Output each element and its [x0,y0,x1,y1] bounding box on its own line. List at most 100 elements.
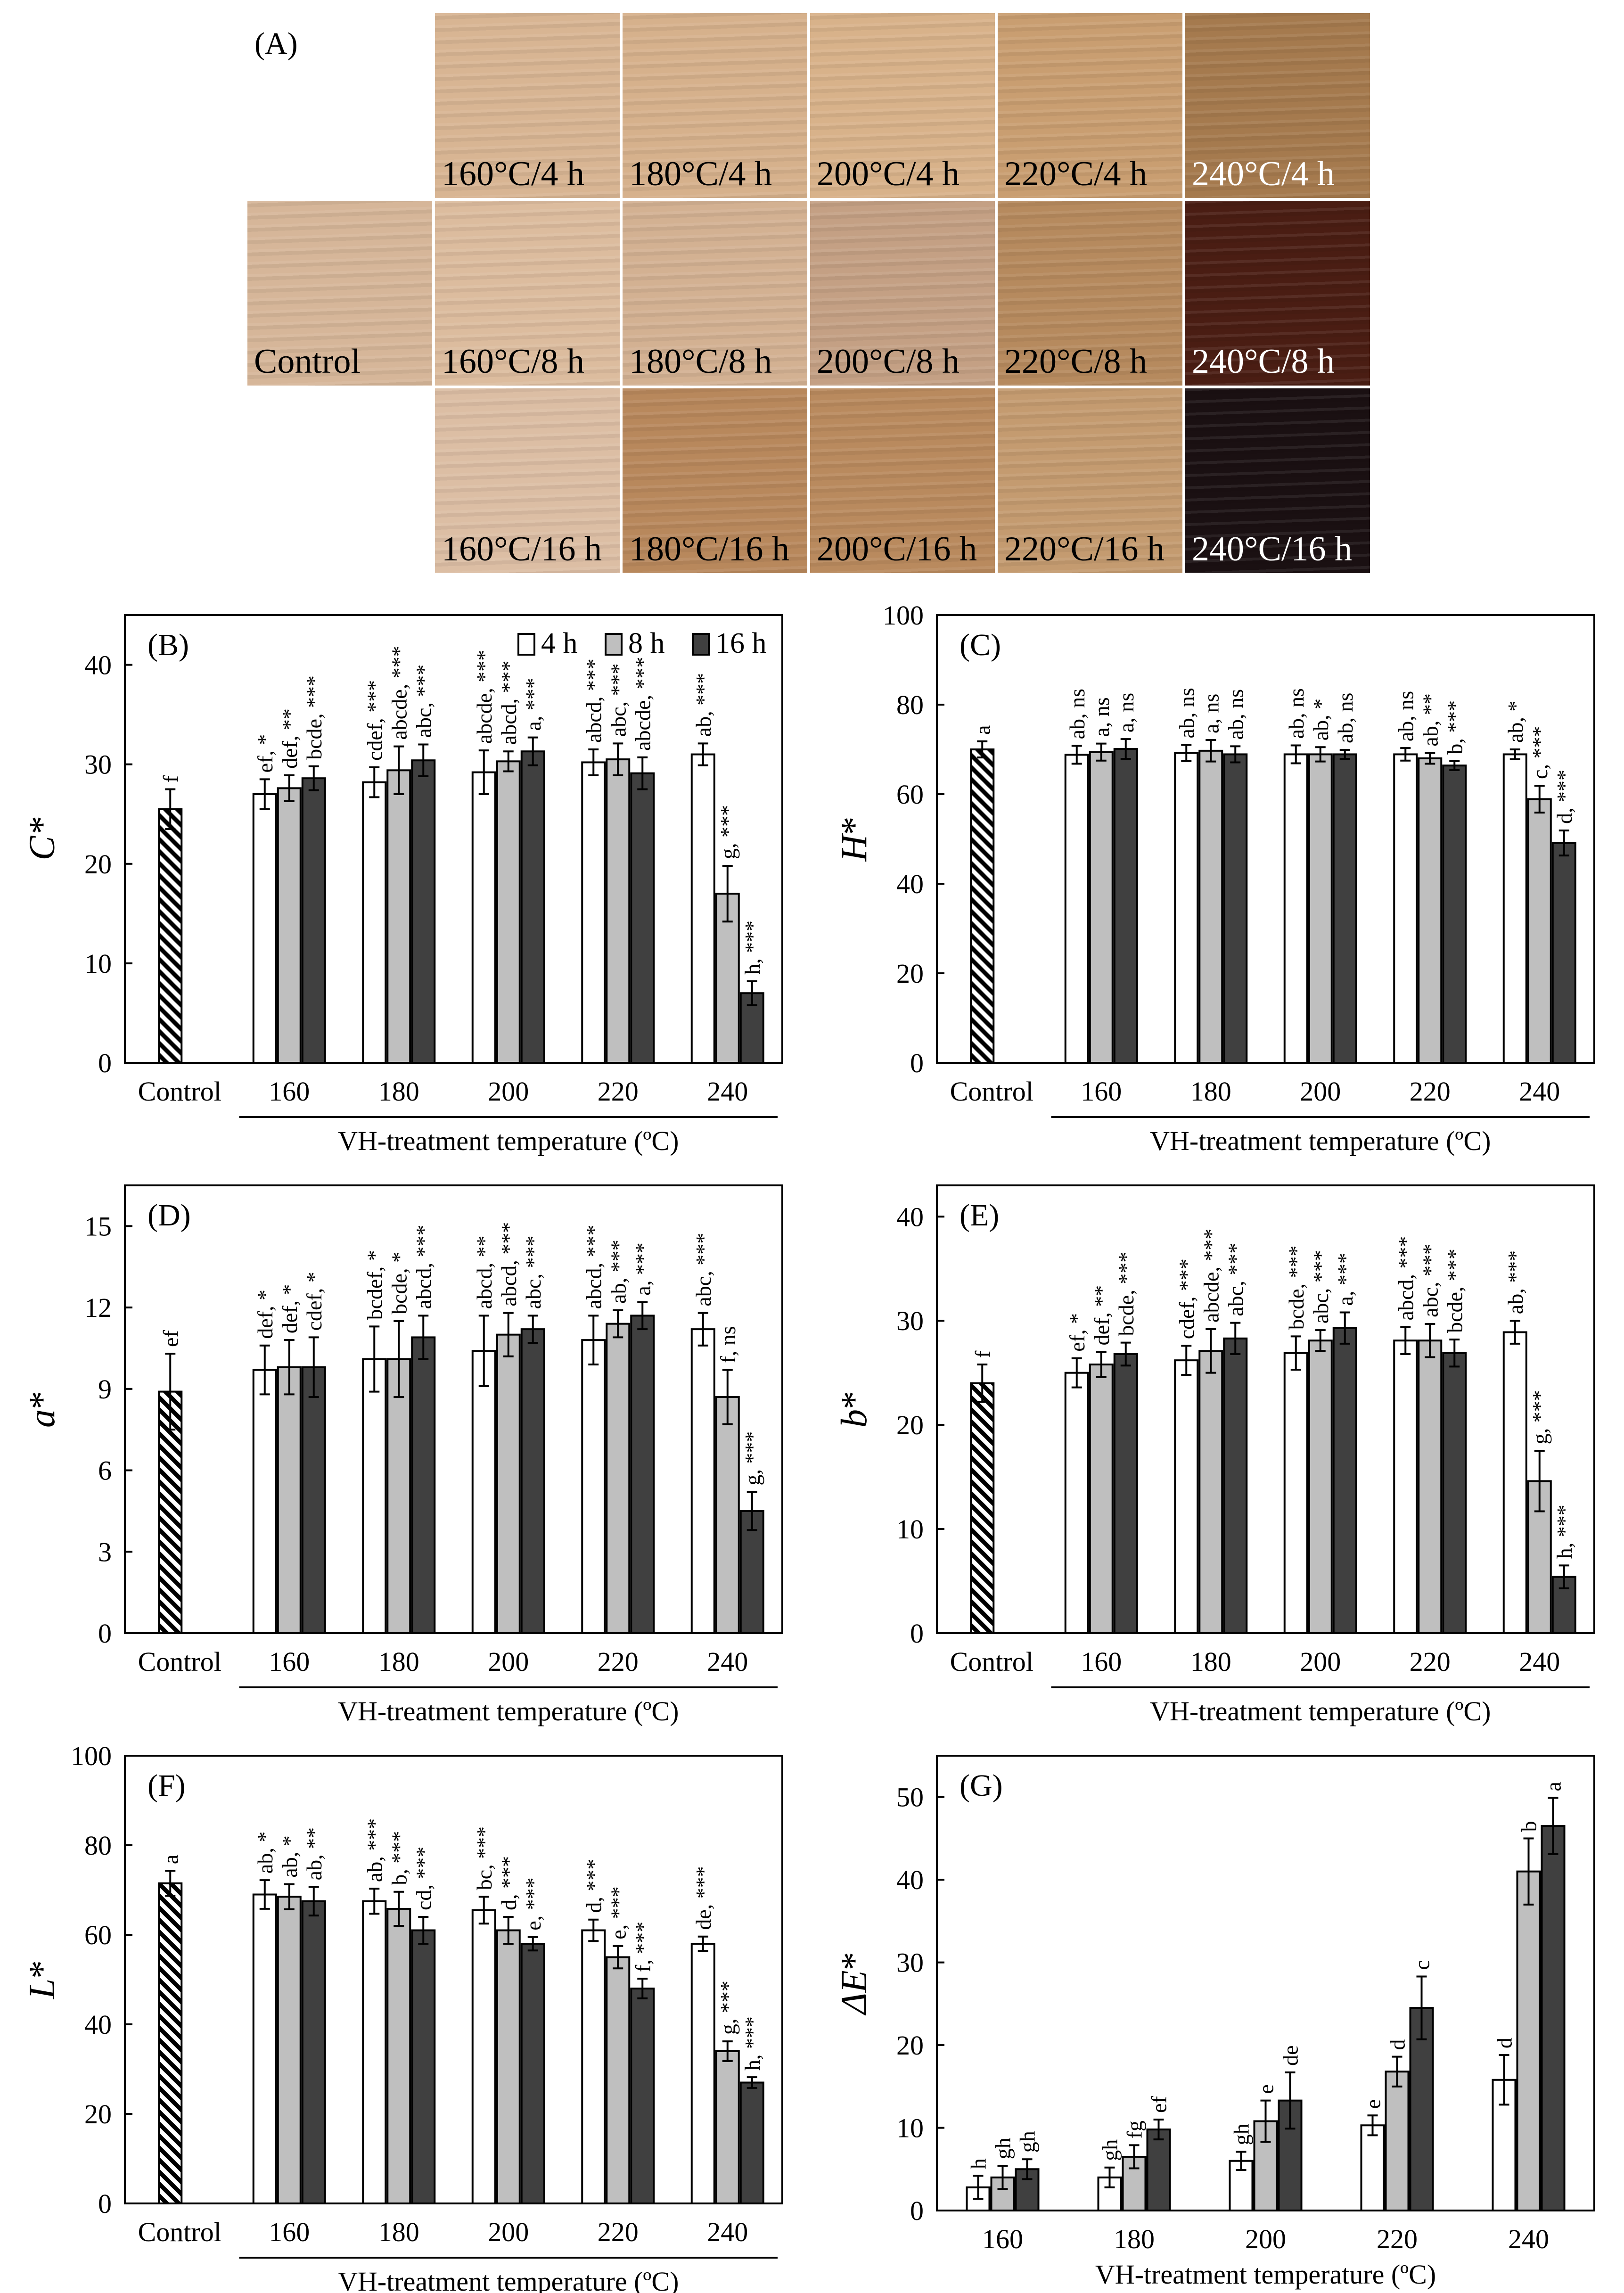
bar [277,1896,302,2204]
significance-label: ef, * [1065,1313,1089,1352]
significance-label: abcd, ** [472,1236,496,1309]
significance-label: h, *** [1552,1504,1576,1559]
y-axis-label: a* [21,1391,62,1428]
swatch-label: 220°C/16 h [1004,530,1165,568]
legend-label: 8 h [628,627,665,659]
y-tick-label: 0 [910,1048,924,1078]
y-tick-label: 12 [84,1292,112,1323]
y-tick-label: 10 [84,948,112,979]
bar [252,793,277,1064]
bar [520,1943,545,2204]
x-tick-label: 180 [1114,2224,1155,2254]
significance-label: h, *** [740,2016,764,2071]
bar [1442,1352,1467,1634]
x-tick-label: Control [950,1646,1033,1677]
bar [301,1366,326,1634]
control-bar [158,1390,183,1634]
y-tick-label: 20 [84,2099,112,2129]
bar [606,1323,631,1634]
bar [520,1328,545,1635]
significance-label: b [1517,1821,1541,1832]
y-tick-label: 10 [896,2113,924,2144]
y-axis-label: C* [21,817,62,860]
significance-label: abcd, *** [497,1222,521,1307]
bar [1308,753,1333,1064]
significance-label: abcd, *** [1394,1236,1418,1321]
significance-label: ab, ns [1174,688,1198,738]
bar [1551,1576,1576,1635]
bar [581,1929,606,2204]
significance-label: def, * [278,1284,302,1333]
swatch-label: 160°C/4 h [442,155,585,193]
panel-a-label: (A) [254,26,298,61]
bar [1198,749,1223,1064]
y-tick-label: 10 [896,1514,924,1545]
control-bar [970,1382,995,1634]
plot-frame [124,1755,783,2204]
swatch-label: 160°C/16 h [442,530,602,568]
y-tick-label: 20 [896,2030,924,2061]
bar [690,1328,715,1635]
significance-label: bcde, *** [1443,1249,1467,1333]
bar [386,769,411,1064]
significance-label: d [1386,2039,1410,2050]
swatch-label: 240°C/4 h [1192,155,1335,193]
x-tick-label: Control [138,1076,221,1107]
x-tick-label: 160 [269,2217,310,2247]
swatch-label: 240°C/8 h [1192,342,1335,381]
x-tick-label: 240 [707,1076,748,1107]
panel-label: (E) [960,1198,999,1233]
plot-frame [936,614,1595,1064]
control-bar [158,808,183,1064]
significance-label: abc, *** [521,1236,545,1309]
bar [277,1366,302,1634]
control-bar [158,1882,183,2204]
legend-label: 16 h [715,627,767,659]
bar [606,1956,631,2204]
significance-label: abcd, *** [497,660,521,745]
bar [1516,1870,1541,2211]
significance-label: d, *** [497,1856,521,1910]
swatch-label: 200°C/4 h [817,155,960,193]
x-tick-label: 160 [982,2224,1023,2254]
x-axis-label: VH-treatment temperature (ºC) [338,1126,679,1156]
significance-label: bcdef, * [362,1250,386,1320]
wood-grain-texture [1185,201,1370,386]
significance-label: abcd, *** [411,1225,435,1309]
bar [1064,754,1089,1064]
y-axis-label-star: * [21,1391,62,1409]
significance-label: a [1542,1782,1566,1791]
y-tick-label: 3 [98,1537,112,1567]
significance-label: def, ** [1090,1285,1114,1346]
bar [739,1510,764,1635]
x-tick-label: 220 [598,1646,639,1677]
wood-swatch: 220°C/8 h [996,199,1184,387]
significance-label: f [158,775,182,782]
x-tick-label: 180 [378,1076,419,1107]
significance-label: c, *** [1528,726,1552,779]
bar [411,1336,436,1634]
significance-label: abc, *** [691,1233,715,1307]
y-tick-label: 40 [896,1865,924,1895]
legend-label: 4 h [541,627,578,659]
bar [1223,753,1248,1064]
significance-label: ab, * [1309,699,1333,740]
chart-b-chroma: 0 10 20 30 40 C* (B) f Control ef, * def, ** bcde, … [21,614,783,1156]
bar [252,1369,277,1634]
significance-label: ef [158,1330,182,1347]
x-tick-label: Control [138,2217,221,2247]
bar [1089,1364,1114,1634]
y-tick-label: 0 [98,1048,112,1078]
significance-label: cdef, * [302,1272,326,1331]
bar [1174,752,1199,1064]
significance-label: def, ** [278,708,302,769]
x-tick-label: 240 [1519,1076,1560,1107]
wood-grain-texture [1185,388,1370,573]
y-axis-label-symbol: ΔE [833,1970,874,2015]
significance-label: a, ns [1090,697,1114,737]
plot-frame [124,614,783,1064]
swatch-label: 240°C/16 h [1192,530,1353,568]
significance-label: cdef, *** [362,680,386,761]
significance-label: bcde, *** [1114,1252,1138,1336]
